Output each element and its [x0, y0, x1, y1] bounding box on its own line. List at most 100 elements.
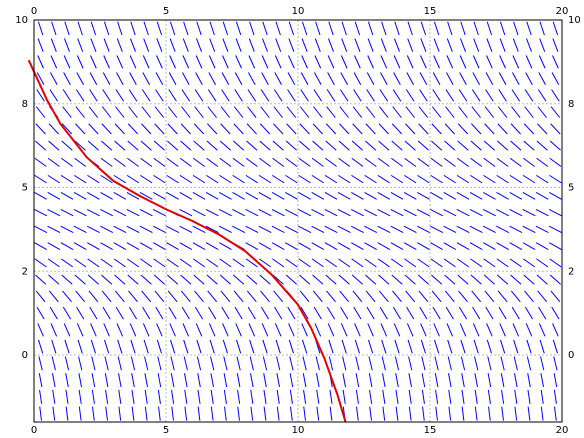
- slope-segment: [89, 72, 98, 86]
- slope-segment: [50, 55, 58, 69]
- slope-segment: [116, 72, 124, 86]
- x-tick-label: 20: [556, 425, 569, 434]
- slope-segment: [314, 55, 322, 69]
- slope-segment: [90, 323, 97, 337]
- slope-segment: [249, 21, 255, 36]
- slope-segment: [486, 38, 493, 52]
- slope-segment: [327, 72, 335, 86]
- slope-segment: [288, 38, 295, 52]
- slope-segment: [210, 406, 214, 421]
- slope-segment: [365, 123, 376, 135]
- slope-segment: [155, 72, 164, 86]
- slope-segment: [273, 106, 283, 118]
- slope-segment: [100, 157, 113, 167]
- slope-segment: [303, 389, 307, 404]
- slope-segment: [77, 339, 83, 354]
- slope-segment: [382, 406, 386, 421]
- slope-segment: [100, 192, 113, 200]
- slope-segment: [351, 140, 363, 151]
- slope-segment: [60, 225, 74, 233]
- slope-segment: [420, 21, 427, 36]
- slope-segment: [155, 306, 164, 320]
- slope-segment: [421, 373, 426, 388]
- slope-segment: [551, 72, 560, 86]
- slope-segment: [509, 157, 522, 167]
- slope-segment: [181, 306, 190, 320]
- slope-segment: [443, 225, 457, 233]
- slope-segment: [234, 72, 243, 86]
- slope-segment: [276, 356, 281, 371]
- slope-segment: [417, 258, 430, 268]
- slope-segment: [500, 356, 505, 371]
- slope-segment: [316, 389, 320, 404]
- slope-segment: [207, 89, 217, 102]
- slope-segment: [340, 72, 348, 86]
- slope-segment: [456, 242, 470, 251]
- slope-segment: [448, 389, 452, 404]
- slope-segment: [196, 339, 202, 354]
- slope-segment: [127, 157, 139, 167]
- slope-segment: [37, 38, 44, 52]
- slope-segment: [131, 373, 135, 388]
- slope-segment: [353, 89, 362, 102]
- slope-segment: [87, 242, 100, 251]
- slope-segment: [523, 140, 535, 151]
- slope-segment: [289, 389, 293, 404]
- slope-segment: [406, 306, 415, 320]
- slope-segment: [180, 274, 192, 285]
- slope-segment: [101, 290, 112, 303]
- x-tick-label: 10: [292, 6, 305, 17]
- slope-segment: [184, 373, 188, 388]
- slope-segment: [483, 242, 496, 251]
- slope-segment: [549, 274, 561, 285]
- slope-segment: [91, 389, 95, 404]
- slope-segment: [457, 123, 469, 135]
- slope-segment: [549, 157, 562, 167]
- slope-segment: [552, 55, 559, 69]
- slope-segment: [48, 274, 60, 285]
- slope-segment: [271, 225, 285, 233]
- slope-segment: [298, 225, 312, 233]
- slope-segment: [499, 55, 506, 69]
- slope-segment: [496, 192, 509, 200]
- slope-segment: [513, 339, 519, 354]
- slope-segment: [219, 140, 231, 151]
- slope-segment: [537, 123, 548, 135]
- slope-segment: [324, 258, 338, 268]
- slope-segment: [471, 290, 482, 303]
- slope-segment: [431, 123, 442, 135]
- slope-segment: [390, 209, 404, 217]
- slope-segment: [444, 123, 455, 135]
- slope-segment: [457, 157, 469, 167]
- slope-segment: [444, 290, 455, 303]
- slope-segment: [538, 306, 547, 320]
- slope-segment: [258, 225, 272, 233]
- slope-segment: [328, 339, 334, 354]
- slope-segment: [501, 406, 504, 421]
- slope-segment: [168, 306, 177, 320]
- slope-segment: [514, 389, 518, 404]
- slope-segment: [115, 306, 124, 320]
- slope-segment: [391, 157, 403, 167]
- slope-segment: [274, 323, 282, 337]
- slope-segment: [63, 72, 71, 86]
- slope-segment: [470, 274, 482, 285]
- slope-segment: [390, 258, 404, 268]
- slope-segment: [34, 192, 47, 200]
- slope-segment: [472, 72, 480, 86]
- slope-segment: [406, 323, 414, 337]
- slope-segment: [73, 225, 87, 233]
- slope-segment: [155, 89, 164, 102]
- slope-segment: [195, 72, 203, 86]
- slope-segment: [408, 356, 413, 371]
- slope-segment: [261, 323, 269, 337]
- slope-segment: [430, 258, 443, 268]
- slope-segment: [34, 242, 47, 251]
- slope-segment: [167, 106, 178, 118]
- slope-segment: [87, 274, 99, 285]
- slope-segment: [351, 258, 364, 268]
- slope-segment: [103, 38, 110, 52]
- slope-segment: [430, 209, 444, 217]
- slope-segment: [554, 406, 557, 421]
- slope-segment: [234, 89, 243, 102]
